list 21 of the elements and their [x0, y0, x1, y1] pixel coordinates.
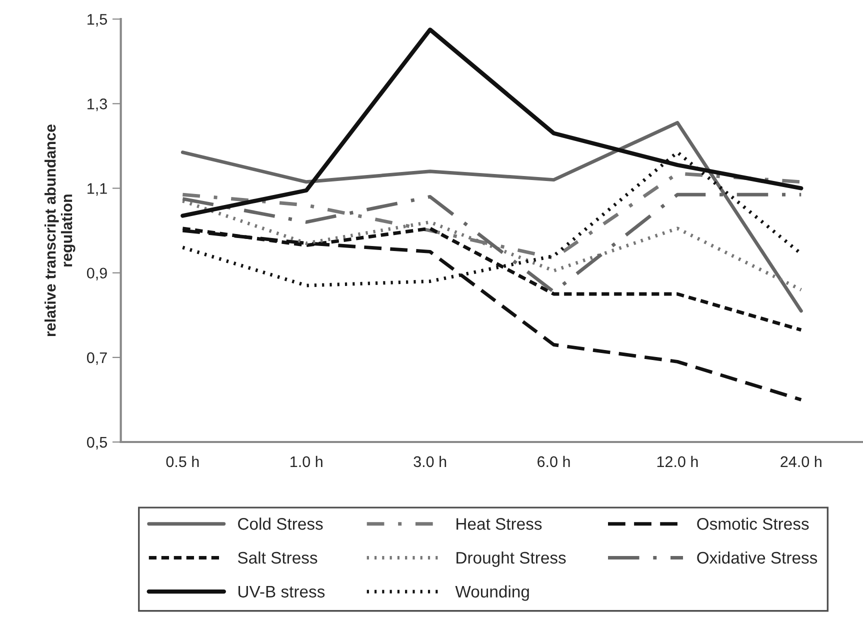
x-tick-label: 0.5 h [166, 456, 199, 468]
y-tick-label: 1,1 [88, 183, 107, 196]
y-tick-label: 0,7 [86, 352, 107, 365]
x-tick-label: 3.0 h [414, 456, 446, 468]
y-tick-label: 0,5 [86, 436, 107, 450]
legend-label: UV-B stress [238, 586, 325, 598]
legend-label: Osmotic Stress [697, 518, 809, 530]
legend-label: Drought Stress [456, 551, 566, 567]
legend-label: Oxidative Stress [697, 551, 818, 564]
legend-label: Salt Stress [238, 551, 318, 564]
x-tick-label: 1.0 h [290, 456, 322, 468]
y-tick-label: 0,9 [86, 268, 107, 280]
x-tick-label: 12.0 h [657, 456, 698, 468]
legend-label: Cold Stress [238, 518, 323, 530]
x-tick-label: 6.0 h [538, 456, 570, 468]
y-axis-title: relative transcript abundance regulation [44, 124, 76, 336]
legend-label: Heat Stress [456, 518, 542, 530]
y-tick-label: 1,5 [88, 14, 107, 27]
x-tick-label: 24.0 h [780, 456, 822, 468]
y-tick-label: 1,3 [88, 98, 107, 112]
legend-label: Wounding [455, 585, 529, 601]
